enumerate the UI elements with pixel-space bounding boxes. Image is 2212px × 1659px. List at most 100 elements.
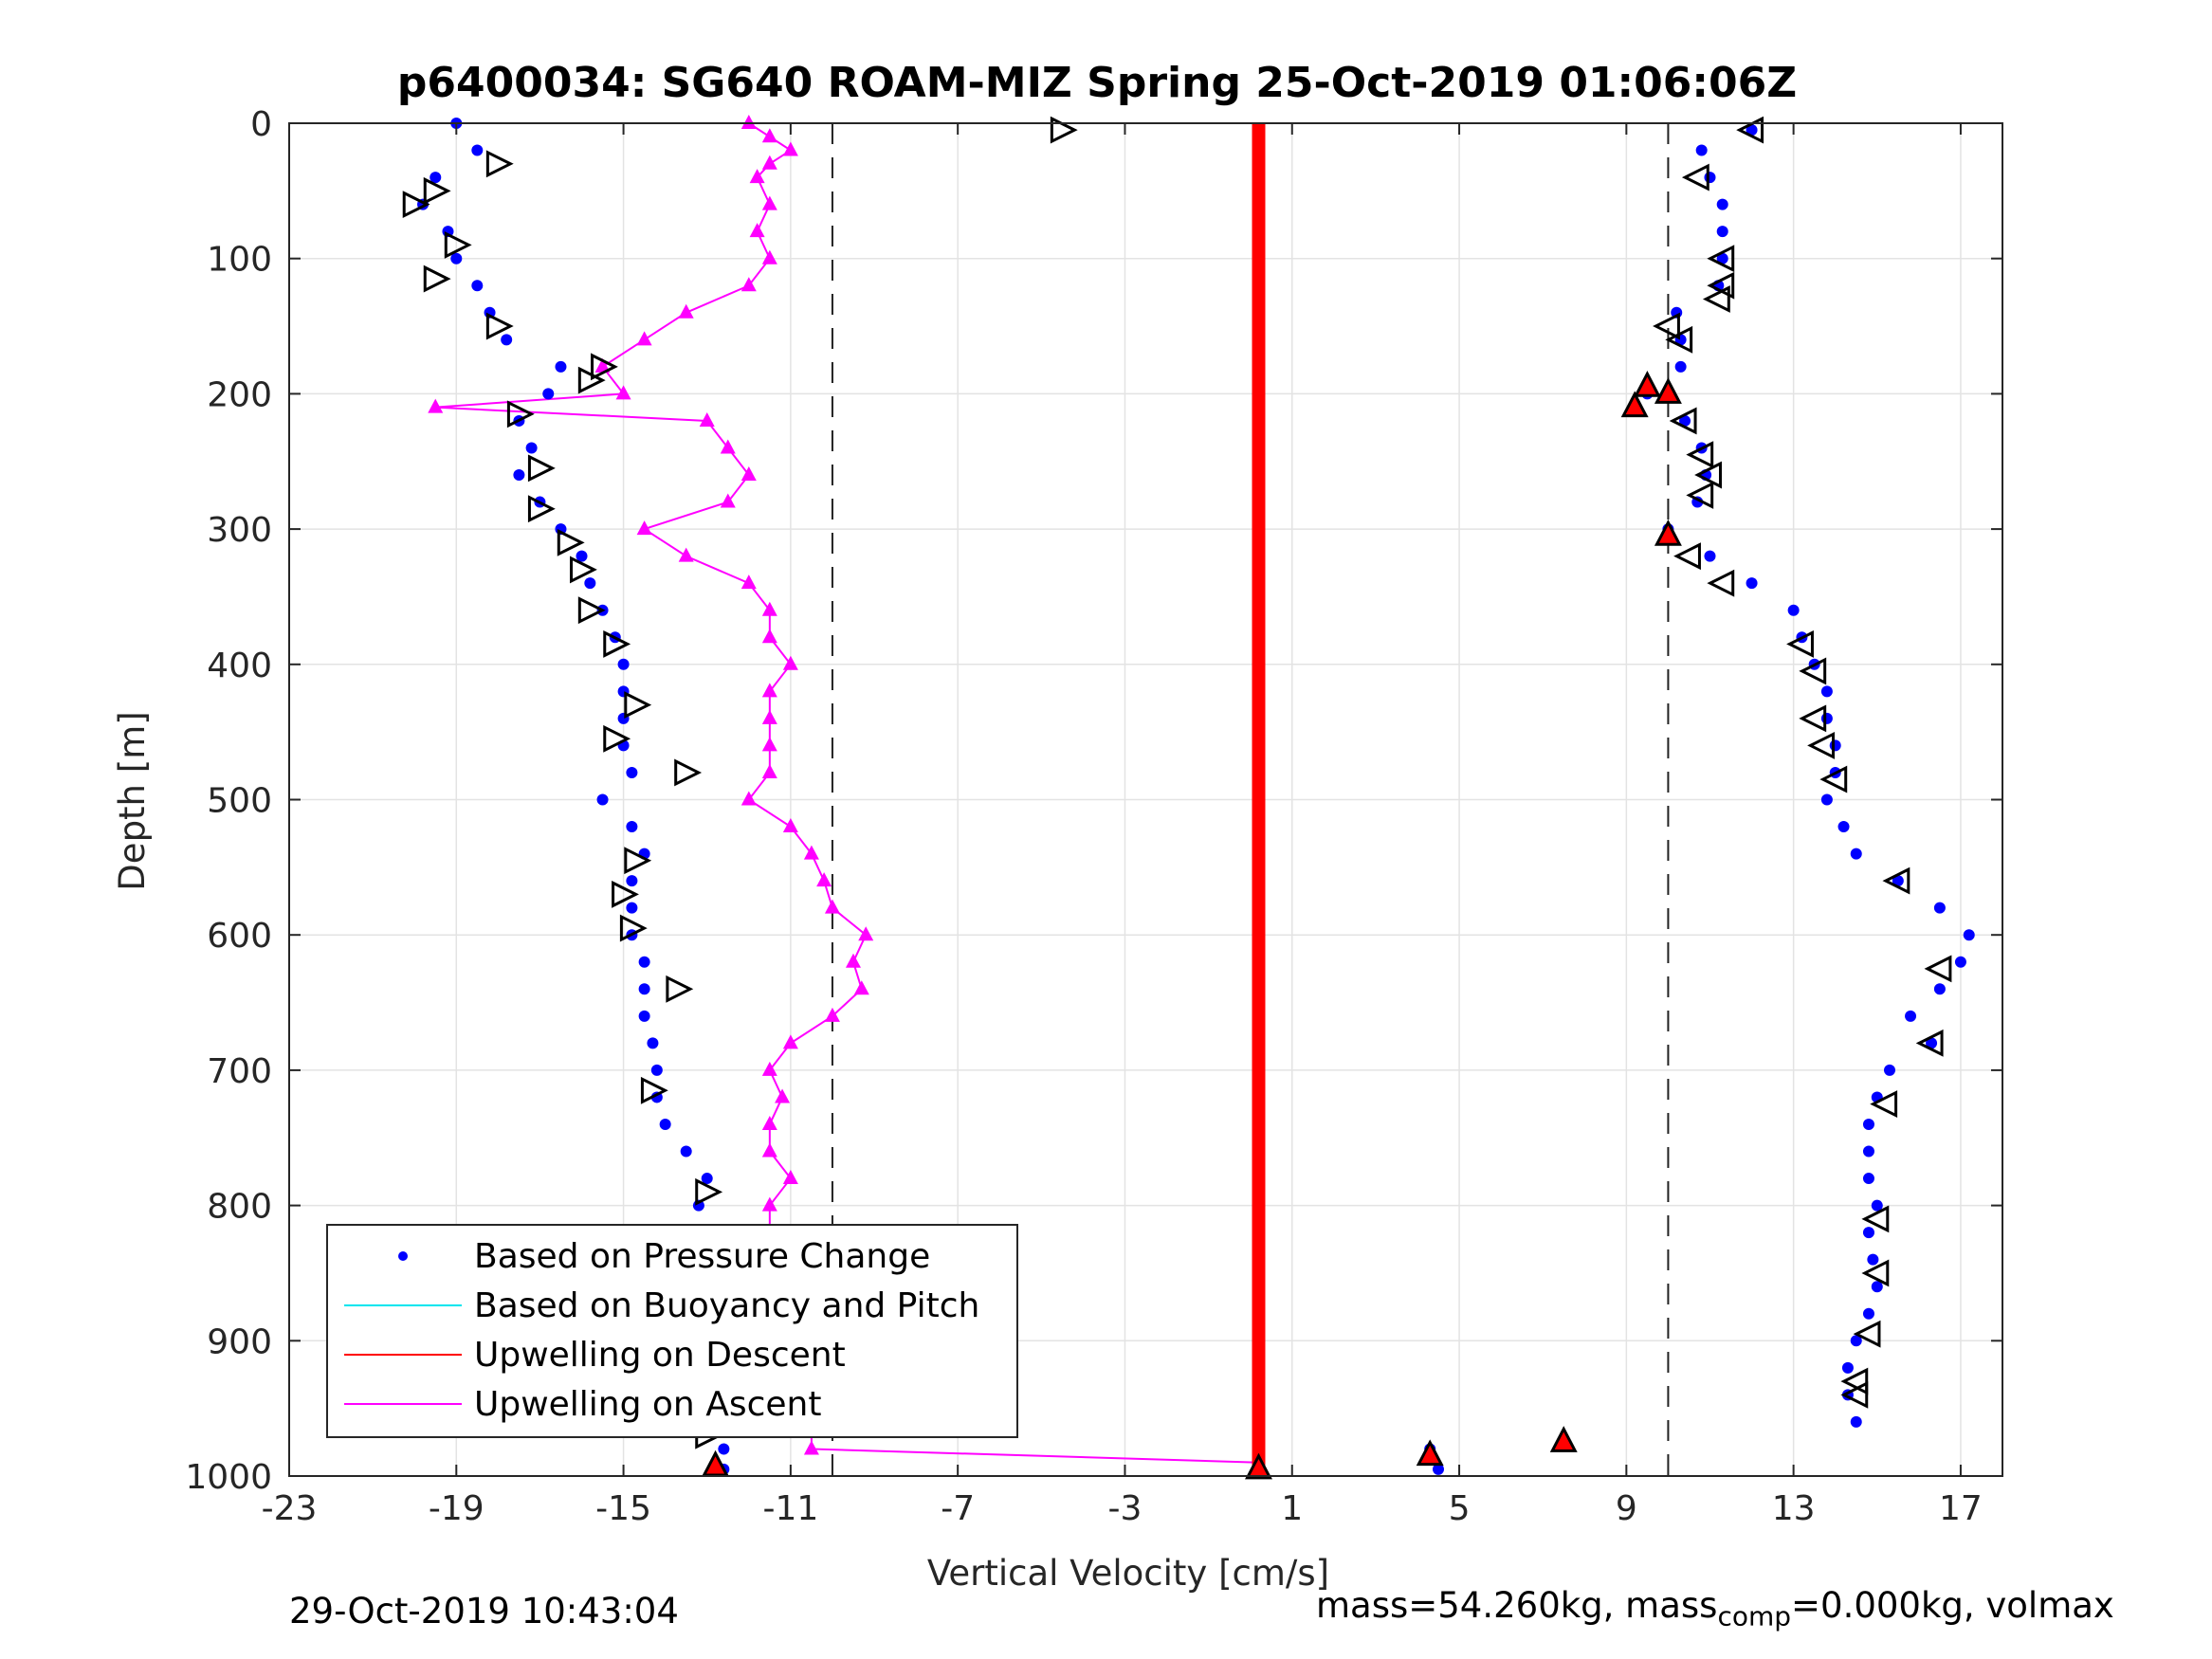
descent-triangle-marker xyxy=(402,191,430,219)
ascent-triangle-marker xyxy=(1736,116,1764,144)
pressure-ascent-point xyxy=(1954,956,1966,968)
y-tick-label: 500 xyxy=(207,782,272,821)
descent-triangle-marker xyxy=(624,847,652,875)
pressure-descent-point xyxy=(555,360,567,373)
ascent-triangle-marker xyxy=(1819,765,1848,793)
flagged-point-marker xyxy=(1245,1452,1272,1480)
upwelling-ascent-marker xyxy=(761,737,777,752)
upwelling-ascent-marker xyxy=(636,331,652,346)
ascent-triangle-marker xyxy=(1707,245,1735,273)
x-tick-label: 17 xyxy=(1939,1489,1983,1528)
x-tick-label: -15 xyxy=(595,1489,651,1528)
upwelling-ascent-marker xyxy=(782,818,798,833)
descent-triangle-marker xyxy=(619,914,648,942)
x-tick-label: -23 xyxy=(262,1489,318,1528)
pressure-ascent-point xyxy=(1829,739,1841,752)
pressure-ascent-point xyxy=(1716,226,1728,238)
descent-triangle-marker xyxy=(591,353,618,381)
descent-triangle-marker xyxy=(423,176,451,205)
footer-timestamp: 29-Oct-2019 10:43:04 xyxy=(289,1591,679,1632)
ascent-triangle-marker xyxy=(1861,1259,1890,1287)
pressure-ascent-point xyxy=(1695,144,1708,156)
descent-triangle-marker xyxy=(570,556,597,584)
pressure-descent-point xyxy=(626,875,638,887)
upwelling-ascent-marker xyxy=(782,1170,798,1185)
pressure-descent-point xyxy=(638,1010,650,1022)
pressure-descent-point xyxy=(513,469,525,482)
x-axis-label: Vertical Velocity [cm/s] xyxy=(927,1553,1329,1594)
pressure-ascent-point xyxy=(1820,793,1833,806)
descent-triangle-marker xyxy=(603,724,631,753)
pressure-ascent-point xyxy=(1871,1199,1883,1212)
y-tick-label: 400 xyxy=(207,647,272,685)
pressure-ascent-point xyxy=(1862,1145,1874,1158)
upwelling-ascent-marker xyxy=(761,155,777,170)
ascent-triangle-marker xyxy=(1870,1090,1898,1119)
upwelling-ascent-marker xyxy=(775,1088,791,1103)
upwelling-ascent-marker xyxy=(858,926,874,941)
pressure-ascent-point xyxy=(1850,1335,1862,1347)
y-tick-label: 200 xyxy=(207,375,272,414)
ascent-triangle-marker xyxy=(1786,629,1814,658)
flagged-point-marker xyxy=(1633,371,1661,397)
pressure-descent-point xyxy=(647,1037,659,1049)
upwelling-ascent-marker xyxy=(761,1142,777,1158)
upwelling-ascent-marker xyxy=(594,357,611,373)
upwelling-ascent-marker xyxy=(803,1440,819,1455)
legend-label: Based on Pressure Change xyxy=(474,1237,930,1276)
ascent-triangle-marker xyxy=(1861,1205,1890,1233)
upwelling-ascent-marker xyxy=(803,845,819,860)
upwelling-ascent-marker xyxy=(782,655,798,670)
flagged-point-marker xyxy=(1654,519,1682,546)
pressure-ascent-point xyxy=(1862,1227,1874,1239)
pressure-descent-point xyxy=(471,280,484,292)
pressure-ascent-point xyxy=(1892,875,1904,887)
pressure-descent-point xyxy=(680,1145,692,1158)
pressure-ascent-point xyxy=(1871,1281,1883,1293)
upwelling-ascent-marker xyxy=(749,223,765,238)
upwelling-ascent-marker xyxy=(761,601,777,616)
descent-triangle-marker xyxy=(624,691,652,720)
pressure-ascent-point xyxy=(1820,685,1833,698)
x-tick-label: 13 xyxy=(1772,1489,1816,1528)
pressure-ascent-point xyxy=(1841,1361,1854,1374)
upwelling-ascent-marker xyxy=(699,411,715,427)
upwelling-ascent-marker xyxy=(615,385,631,400)
upwelling-ascent-marker xyxy=(761,709,777,724)
upwelling-ascent-marker xyxy=(761,195,777,210)
pressure-descent-point xyxy=(638,956,650,968)
upwelling-ascent-marker xyxy=(740,115,757,129)
y-tick-label: 100 xyxy=(207,241,272,280)
pressure-ascent-point xyxy=(1850,848,1862,860)
upwelling-ascent-marker xyxy=(761,249,777,264)
ascent-triangle-marker xyxy=(1807,731,1835,759)
upwelling-ascent-marker xyxy=(740,791,757,806)
y-tick-label: 600 xyxy=(207,917,272,956)
upwelling-ascent-marker xyxy=(428,398,444,413)
pressure-ascent-point xyxy=(1862,1307,1874,1320)
upwelling-ascent-marker xyxy=(761,128,777,143)
pressure-ascent-point xyxy=(1905,1010,1917,1022)
y-tick-label: 900 xyxy=(207,1322,272,1361)
descent-triangle-marker xyxy=(603,629,631,658)
flagged-point-marker xyxy=(1654,377,1682,404)
ascent-triangle-marker xyxy=(1840,1380,1869,1409)
upwelling-ascent-marker xyxy=(853,980,869,995)
x-tick-label: -7 xyxy=(941,1489,975,1528)
upwelling-ascent-marker xyxy=(761,1115,777,1130)
descent-triangle-marker xyxy=(695,1177,723,1206)
pressure-ascent-point xyxy=(1679,414,1691,427)
ascent-triangle-marker xyxy=(1665,325,1693,354)
descent-triangle-marker xyxy=(674,758,703,787)
pressure-ascent-point xyxy=(1746,577,1758,590)
y-tick-label: 300 xyxy=(207,511,272,550)
upwelling-ascent-marker xyxy=(761,763,777,778)
legend-label: Based on Buoyancy and Pitch xyxy=(474,1286,979,1325)
upwelling-ascent-marker xyxy=(761,629,777,644)
descent-triangle-marker xyxy=(527,454,556,483)
upwelling-ascent-marker xyxy=(678,547,694,562)
x-tick-label: -11 xyxy=(762,1489,818,1528)
upwelling-ascent-marker xyxy=(720,493,736,508)
upwelling-ascent-marker xyxy=(761,1061,777,1076)
